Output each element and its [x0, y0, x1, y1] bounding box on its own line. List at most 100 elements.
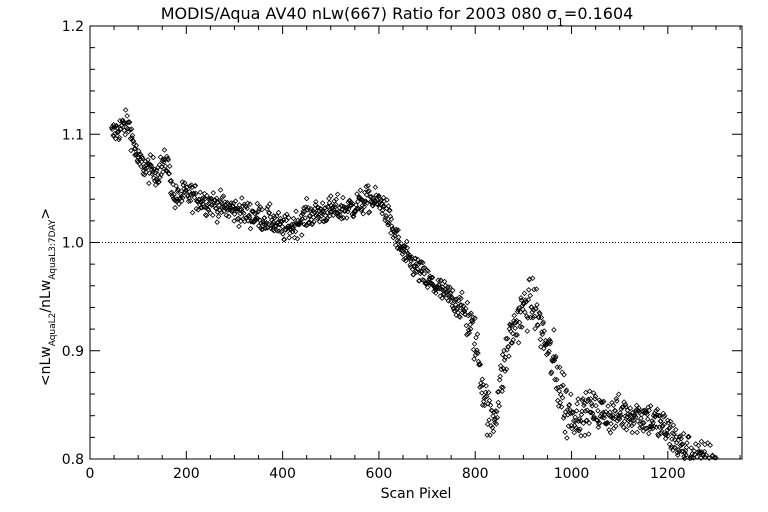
data-point: [588, 400, 595, 407]
data-point: [553, 353, 559, 360]
data-point: [366, 209, 373, 215]
data-point: [578, 433, 584, 439]
chart-title: MODIS/Aqua AV40 nLw(667) Ratio for 2003 …: [161, 4, 634, 29]
data-point: [689, 454, 695, 461]
data-point: [477, 361, 484, 368]
data-point: [479, 390, 485, 396]
chart-title-main: MODIS/Aqua AV40 nLw(667) Ratio for 2003 …: [161, 4, 547, 23]
data-point: [392, 242, 399, 248]
data-point: [630, 420, 637, 427]
y-axis-label: <nLwAquaL2/nLwAquaL3:7DAY>: [38, 208, 58, 386]
data-point: [226, 202, 233, 208]
data-point: [571, 429, 577, 436]
data-point: [631, 411, 638, 418]
data-point: [416, 277, 423, 284]
data-point: [547, 338, 554, 345]
data-point: [629, 422, 635, 429]
data-point: [516, 305, 522, 311]
data-point: [465, 327, 472, 333]
data-point: [684, 440, 690, 446]
data-point: [565, 412, 571, 418]
data-point: [711, 454, 718, 461]
data-point: [661, 413, 668, 419]
data-point: [449, 294, 455, 301]
data-point: [282, 213, 288, 219]
x-tick-label: 1000: [554, 466, 590, 482]
data-point: [574, 400, 580, 407]
data-point: [465, 312, 472, 319]
data-point: [180, 194, 186, 201]
data-point: [387, 207, 393, 213]
data-point: [459, 309, 466, 316]
data-point: [464, 299, 471, 306]
data-point: [161, 147, 168, 153]
data-point: [678, 441, 685, 448]
data-point: [428, 281, 434, 287]
data-point: [490, 428, 497, 435]
data-point: [396, 246, 403, 252]
data-point: [533, 305, 539, 312]
data-point: [191, 194, 198, 201]
data-point: [338, 215, 345, 222]
data-point: [559, 369, 565, 375]
data-point: [406, 252, 413, 258]
data-point: [496, 377, 503, 383]
data-point: [415, 261, 422, 268]
data-point: [475, 350, 481, 356]
data-point: [556, 364, 563, 371]
data-point: [129, 135, 135, 141]
data-point: [355, 205, 362, 212]
data-point: [409, 254, 415, 261]
data-point: [364, 188, 371, 195]
data-point: [163, 168, 170, 174]
data-point: [680, 430, 687, 437]
data-point: [367, 193, 373, 200]
data-point: [172, 204, 178, 211]
data-point: [168, 177, 174, 184]
data-point: [340, 194, 346, 201]
data-point: [643, 409, 650, 416]
data-point: [349, 200, 356, 207]
data-point: [583, 389, 589, 396]
data-point: [485, 389, 492, 396]
data-point: [157, 154, 164, 160]
data-point: [480, 402, 486, 408]
data-point: [588, 409, 594, 416]
data-point: [478, 380, 484, 386]
data-point: [591, 414, 597, 420]
data-point: [213, 205, 219, 212]
data-point: [420, 259, 426, 266]
data-point: [303, 195, 310, 202]
data-point: [644, 411, 651, 418]
data-point: [320, 209, 327, 215]
data-point: [563, 387, 570, 393]
data-point: [395, 227, 401, 233]
data-point: [529, 275, 536, 282]
data-point: [130, 138, 137, 145]
data-point: [527, 292, 533, 299]
data-point: [589, 410, 596, 417]
data-point: [517, 323, 523, 330]
data-point: [558, 383, 564, 390]
data-point: [593, 402, 599, 409]
data-point: [548, 369, 555, 375]
data-point: [526, 276, 533, 282]
data-point: [614, 398, 620, 404]
data-point: [383, 213, 389, 219]
data-point: [654, 406, 661, 413]
data-point: [463, 305, 469, 312]
data-point: [543, 351, 550, 358]
data-point: [236, 223, 242, 230]
data-point: [566, 401, 573, 408]
data-point: [491, 417, 498, 423]
data-point: [590, 415, 596, 422]
data-point: [538, 344, 544, 350]
data-point: [568, 391, 574, 397]
data-point: [539, 329, 545, 335]
data-point: [571, 422, 578, 429]
data-point: [403, 257, 409, 264]
data-point: [360, 197, 366, 203]
data-point: [254, 200, 261, 207]
data-point: [167, 178, 173, 184]
data-point: [604, 419, 611, 426]
